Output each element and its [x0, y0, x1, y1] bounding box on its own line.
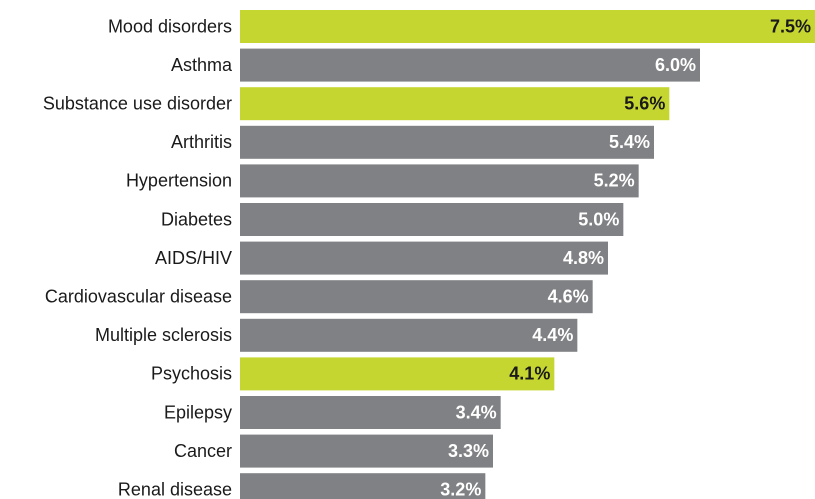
bar: [240, 357, 555, 391]
category-label: Cardiovascular disease: [45, 286, 232, 306]
value-label: 4.4%: [532, 325, 573, 345]
bar: [240, 280, 593, 314]
value-label: 3.2%: [440, 479, 481, 499]
category-label: Asthma: [171, 55, 233, 75]
bar: [240, 48, 700, 82]
value-label: 6.0%: [655, 55, 696, 75]
category-label: AIDS/HIV: [155, 248, 232, 268]
bar: [240, 473, 486, 499]
bar: [240, 164, 639, 198]
value-label: 7.5%: [770, 16, 811, 36]
value-label: 5.0%: [578, 209, 619, 229]
value-label: 5.2%: [594, 171, 635, 191]
bar: [240, 396, 501, 429]
value-label: 4.6%: [548, 286, 589, 306]
category-label: Arthritis: [171, 132, 232, 152]
bar: [240, 203, 624, 236]
value-label: 3.3%: [448, 441, 489, 461]
category-label: Cancer: [174, 441, 232, 461]
category-label: Renal disease: [118, 479, 232, 499]
category-label: Psychosis: [151, 364, 232, 384]
value-label: 5.6%: [624, 93, 665, 113]
bar: [240, 125, 654, 159]
bar: [240, 10, 815, 43]
value-label: 5.4%: [609, 132, 650, 152]
bar: [240, 434, 493, 468]
bar: [240, 318, 578, 352]
bar: [240, 87, 670, 121]
category-label: Mood disorders: [108, 16, 232, 36]
category-label: Epilepsy: [164, 402, 232, 422]
bar: [240, 241, 608, 275]
value-label: 4.1%: [509, 364, 550, 384]
value-label: 4.8%: [563, 248, 604, 268]
category-label: Multiple sclerosis: [95, 325, 232, 345]
category-label: Hypertension: [126, 171, 232, 191]
category-label: Diabetes: [161, 209, 232, 229]
value-label: 3.4%: [456, 402, 497, 422]
category-label: Substance use disorder: [43, 93, 232, 113]
